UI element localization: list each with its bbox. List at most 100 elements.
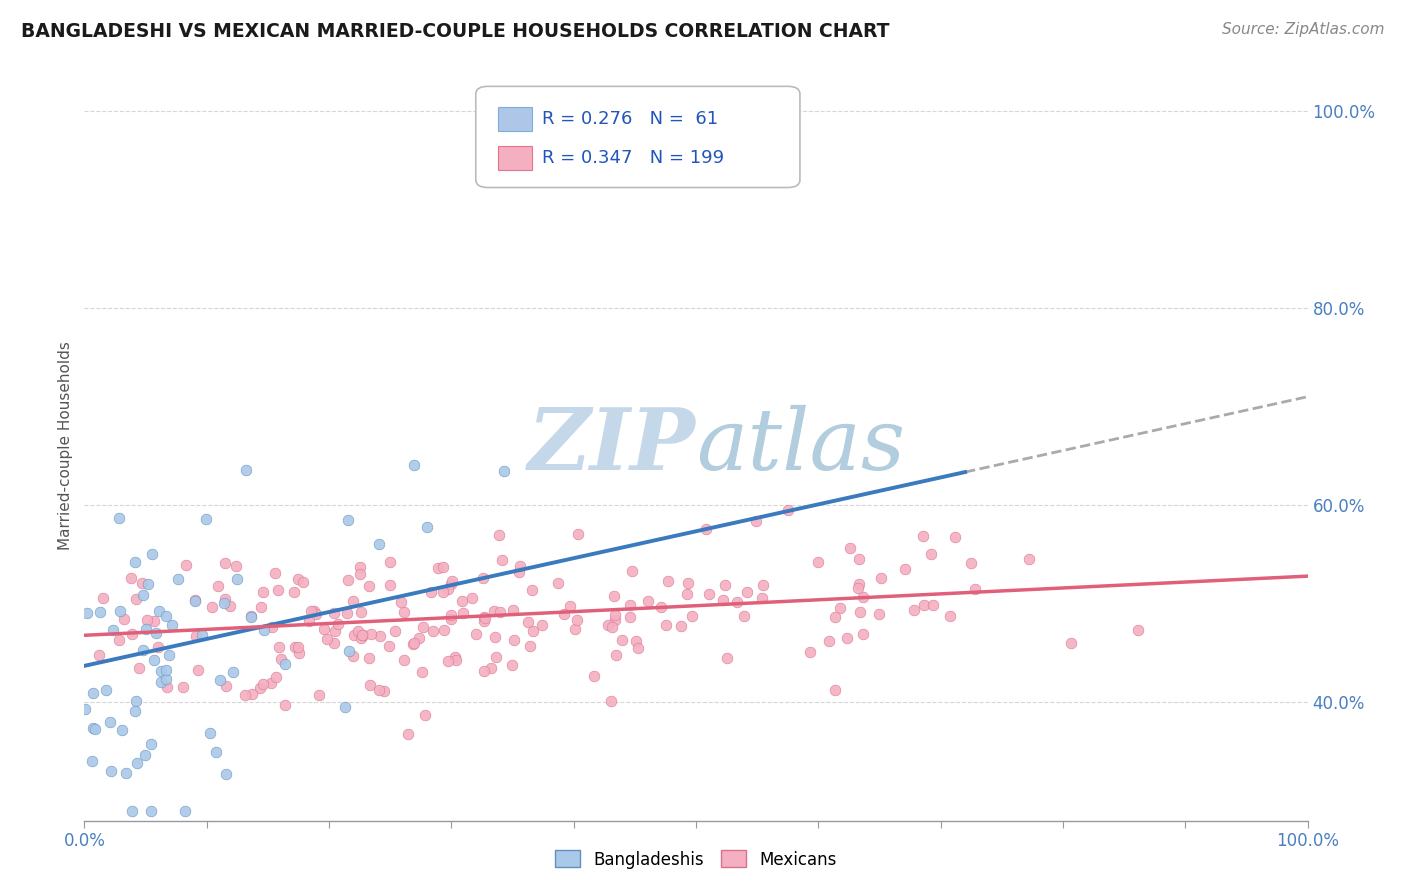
Point — [657, 574, 679, 589]
Text: atlas: atlas — [696, 405, 905, 487]
Point — [325, 624, 347, 638]
Point — [413, 707, 436, 722]
Point — [155, 673, 177, 687]
Point — [737, 585, 759, 599]
Point — [939, 609, 962, 624]
Point — [288, 646, 311, 660]
Point — [599, 694, 621, 708]
Point — [139, 737, 162, 751]
Point — [714, 578, 737, 592]
Point — [745, 514, 768, 528]
Point — [134, 747, 156, 762]
Point — [267, 640, 290, 655]
Point — [322, 607, 344, 621]
Point — [80, 754, 103, 768]
Point — [472, 609, 495, 624]
Point — [824, 682, 846, 697]
Point — [368, 682, 391, 697]
Point — [519, 639, 541, 653]
Point — [273, 657, 295, 672]
Point — [184, 629, 207, 643]
Point — [903, 603, 925, 617]
Y-axis label: Married-couple Households: Married-couple Households — [58, 342, 73, 550]
Point — [1018, 552, 1040, 566]
Point — [132, 588, 155, 602]
Point — [107, 511, 129, 525]
Point — [283, 585, 305, 599]
Point — [195, 512, 218, 526]
Point — [868, 607, 890, 621]
Point — [474, 611, 496, 625]
Point — [1126, 624, 1149, 638]
Point — [76, 606, 98, 620]
Point — [922, 599, 945, 613]
Point — [373, 683, 395, 698]
Point — [427, 561, 450, 575]
Point — [250, 599, 273, 614]
Point — [869, 571, 891, 585]
Point — [139, 804, 162, 818]
Point — [654, 618, 676, 632]
Point — [233, 689, 256, 703]
Point — [333, 700, 356, 714]
Point — [778, 503, 800, 517]
Point — [346, 624, 368, 638]
Point — [484, 630, 506, 644]
Point — [127, 756, 149, 770]
Point — [605, 607, 627, 622]
Point — [314, 622, 336, 636]
Point — [583, 668, 606, 682]
FancyBboxPatch shape — [498, 107, 531, 131]
Point — [323, 636, 346, 650]
Point — [174, 558, 197, 573]
Point — [146, 640, 169, 655]
Point — [214, 556, 236, 570]
Point — [509, 558, 531, 573]
Point — [799, 645, 821, 659]
Point — [520, 582, 543, 597]
Point — [433, 623, 456, 637]
Point — [619, 609, 641, 624]
Point — [89, 605, 111, 619]
Point — [349, 606, 371, 620]
Point — [359, 678, 381, 692]
Point — [316, 632, 339, 647]
Point — [713, 593, 735, 607]
Point — [752, 578, 775, 592]
Point — [73, 702, 96, 716]
Point — [252, 677, 274, 691]
Point — [451, 594, 474, 608]
Point — [273, 698, 295, 713]
Point — [603, 590, 626, 604]
Point — [135, 622, 157, 636]
Point — [305, 607, 328, 622]
Point — [284, 640, 307, 654]
Point — [214, 592, 236, 607]
Point — [621, 564, 644, 578]
Point — [501, 658, 523, 673]
Point — [835, 631, 858, 645]
Point — [494, 464, 516, 478]
Point — [695, 522, 717, 536]
Point — [394, 605, 416, 619]
Point — [965, 582, 987, 596]
Point — [716, 650, 738, 665]
Point — [204, 745, 226, 759]
Point — [337, 643, 360, 657]
Point — [807, 555, 830, 569]
Point — [352, 628, 374, 642]
Point — [191, 628, 214, 642]
Point — [676, 576, 699, 591]
Point — [637, 594, 659, 608]
Point — [242, 687, 264, 701]
Point — [368, 629, 391, 643]
Point — [350, 631, 373, 645]
Point — [432, 560, 454, 574]
Point — [252, 584, 274, 599]
Point — [669, 619, 692, 633]
Point — [560, 599, 582, 614]
Point — [440, 577, 463, 591]
Point — [359, 650, 381, 665]
Point — [336, 606, 359, 620]
Point — [444, 652, 467, 666]
